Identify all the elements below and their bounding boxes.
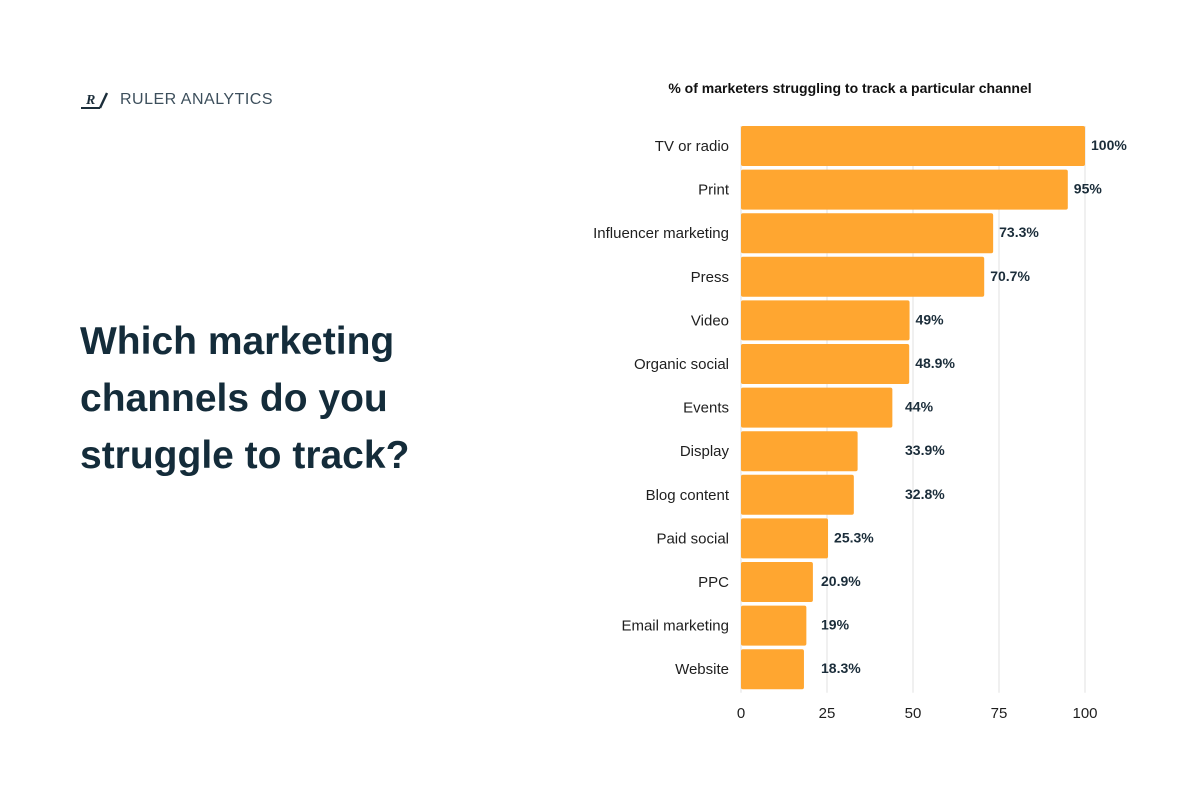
bar: [741, 126, 1085, 166]
brand-name: RULER ANALYTICS: [120, 91, 274, 108]
bar: [741, 213, 994, 254]
headline: Which marketing channels do you struggle…: [80, 320, 410, 477]
bar: [741, 474, 854, 515]
category-label: Press: [691, 269, 729, 286]
value-label: 100%: [1091, 137, 1127, 153]
value-label: 20.9%: [821, 573, 861, 589]
bar: [741, 169, 1068, 210]
value-label: 32.8%: [905, 486, 945, 502]
value-label: 19%: [821, 617, 850, 633]
x-tick-label: 100: [1072, 705, 1097, 722]
ruler-logo-icon: R: [81, 92, 109, 109]
category-label: Organic social: [634, 356, 729, 373]
bar: [741, 344, 910, 384]
bar: [741, 518, 829, 559]
brand-logo: R RULER ANALYTICS: [80, 90, 273, 110]
category-label: TV or radio: [655, 138, 729, 155]
value-label: 44%: [905, 399, 934, 415]
x-tick-label: 75: [991, 705, 1008, 722]
category-label: Blog content: [646, 487, 730, 504]
value-label: 48.9%: [915, 355, 955, 371]
value-label: 73.3%: [999, 224, 1039, 240]
chart-title: % of marketers struggling to track a par…: [668, 80, 1032, 96]
value-label: 70.7%: [990, 268, 1030, 284]
bar: [741, 300, 910, 341]
category-label: Events: [683, 400, 729, 417]
category-label: Video: [691, 312, 729, 329]
x-tick-label: 0: [737, 705, 745, 722]
bar: [741, 431, 858, 472]
category-label: Website: [675, 661, 729, 678]
x-tick-label: 50: [905, 705, 922, 722]
x-tick-label: 25: [819, 705, 836, 722]
value-label: 18.3%: [821, 660, 861, 676]
category-label: Display: [680, 443, 730, 460]
value-label: 95%: [1074, 181, 1103, 197]
bar: [741, 256, 985, 297]
category-label: Paid social: [656, 530, 729, 547]
bar: [741, 649, 804, 690]
svg-text:R: R: [85, 93, 95, 108]
bar: [741, 387, 893, 428]
category-label: Influencer marketing: [593, 225, 729, 242]
value-label: 33.9%: [905, 442, 945, 458]
category-label: PPC: [698, 574, 729, 591]
category-label: Print: [698, 182, 730, 199]
bar: [741, 562, 813, 602]
category-label: Email marketing: [621, 618, 729, 635]
value-label: 25.3%: [834, 529, 874, 545]
bar: [741, 605, 807, 646]
value-label: 49%: [916, 311, 945, 327]
